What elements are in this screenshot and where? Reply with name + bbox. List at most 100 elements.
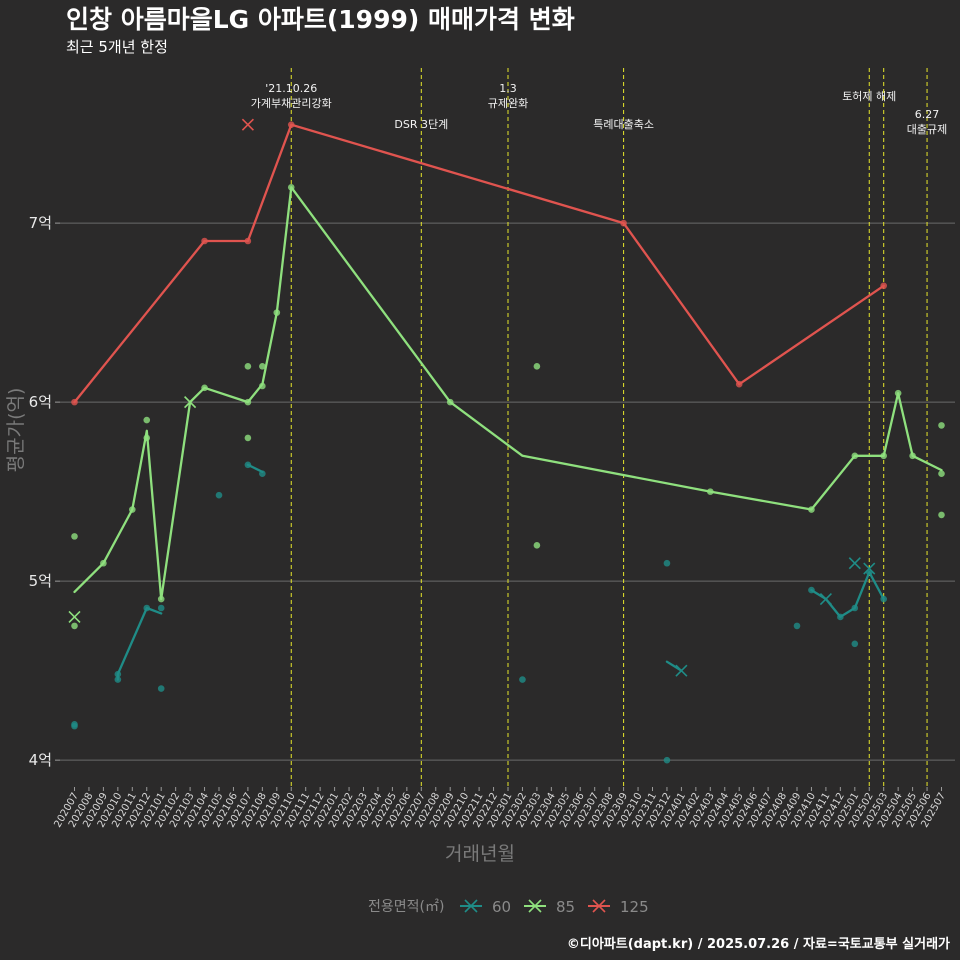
data-point [157, 685, 165, 692]
data-point [100, 559, 107, 567]
cross-stroke [863, 562, 876, 575]
data-point [287, 121, 295, 128]
data-point [663, 756, 671, 764]
data-point [244, 237, 252, 245]
cross-stroke [675, 664, 688, 677]
legend-title: 전용면적(㎡) [368, 899, 444, 915]
legend-item-60: 60 [460, 898, 511, 916]
data-point [620, 219, 627, 227]
data-point [201, 237, 208, 245]
data-point [880, 595, 887, 603]
series-line-85 [73, 186, 943, 601]
data-point [880, 452, 887, 460]
series-line-125 [73, 123, 885, 404]
data-point [71, 721, 78, 728]
cross-stroke [848, 557, 861, 570]
data-point [707, 488, 714, 495]
y-tick-label: 5억 [29, 572, 52, 590]
data-point [129, 506, 136, 513]
y-axis-label: 평균가(억) [5, 388, 27, 473]
data-point [157, 595, 165, 603]
series-85 [68, 184, 945, 630]
data-point [446, 398, 454, 406]
event-label: 6.27 [915, 108, 940, 121]
y-tick-label: 4억 [29, 751, 52, 769]
data-point [851, 452, 859, 460]
legend-item-85: 85 [524, 898, 575, 916]
y-axis-ticks: 4억 5억 6억 7억 [29, 214, 60, 769]
legend: 전용면적(㎡) 60 85 125 [368, 898, 649, 916]
data-point [201, 384, 208, 392]
cross-stroke [819, 592, 832, 606]
cross-point [675, 664, 688, 677]
event-label: '21.10.26 [265, 82, 317, 95]
data-point [533, 363, 541, 370]
legend-key-cross [528, 899, 542, 913]
event-label: 규제완화 [488, 97, 528, 110]
data-point [533, 542, 541, 549]
series-line-60 [116, 606, 163, 681]
data-point [938, 422, 945, 429]
event-label: 특례대출축소 [593, 118, 654, 131]
data-point [663, 559, 671, 567]
event-label: DSR 3단계 [394, 118, 448, 131]
data-point [735, 380, 743, 388]
event-label: 토허제 해제 [842, 89, 896, 103]
data-point [837, 613, 844, 621]
data-point [287, 184, 295, 191]
data-point [259, 363, 266, 370]
data-point [71, 533, 78, 540]
data-point [157, 604, 165, 612]
data-point [938, 470, 945, 478]
data-point [273, 309, 281, 316]
data-point [894, 389, 902, 397]
data-point [793, 622, 801, 630]
data-point [143, 434, 151, 442]
data-point [808, 586, 815, 594]
data-point [244, 461, 252, 469]
y-tick-label: 7억 [29, 214, 52, 232]
chart-subtitle: 최근 5개년 한정 [66, 38, 168, 56]
data-point [259, 470, 266, 478]
legend-item-125: 125 [588, 898, 649, 916]
data-point [215, 491, 223, 499]
data-point [143, 416, 151, 424]
legend-label: 125 [620, 898, 649, 916]
event-label: 가계부채관리강화 [251, 97, 332, 110]
data-point [71, 622, 78, 630]
cross-point [819, 592, 832, 606]
x-axis-ticks: 2020072020082020092020102020112020122021… [52, 787, 948, 830]
cross-stroke [184, 396, 197, 409]
y-tick-label: 6억 [29, 393, 52, 411]
cross-point [863, 562, 876, 575]
cross-point [848, 557, 861, 570]
cross-stroke [68, 610, 81, 624]
chart-title: 인창 아름마을LG 아파트(1999) 매매가격 변화 [66, 5, 575, 34]
source-caption: ©디아파트(dapt.kr) / 2025.07.26 / 자료=국토교통부 실… [567, 936, 950, 952]
data-point [114, 670, 122, 678]
cross-stroke [241, 118, 254, 131]
data-point [909, 452, 916, 460]
data-point [244, 434, 252, 442]
legend-key-cross [592, 899, 606, 913]
event-label: 대출규제 [907, 123, 947, 136]
data-point [851, 604, 859, 612]
legend-key-cross [464, 899, 478, 913]
data-point [244, 363, 252, 370]
data-point [143, 604, 151, 612]
data-point [259, 382, 266, 390]
data-point [114, 676, 122, 683]
cross-point [68, 610, 81, 624]
data-point [938, 511, 945, 519]
legend-label: 60 [492, 898, 511, 916]
cross-point [241, 118, 254, 131]
data-point [880, 282, 887, 290]
cross-point [184, 396, 197, 409]
x-axis-label: 거래년월 [445, 843, 515, 865]
series-125 [71, 118, 887, 406]
data-point [244, 398, 252, 406]
data-point [851, 640, 859, 648]
legend-label: 85 [556, 898, 575, 916]
